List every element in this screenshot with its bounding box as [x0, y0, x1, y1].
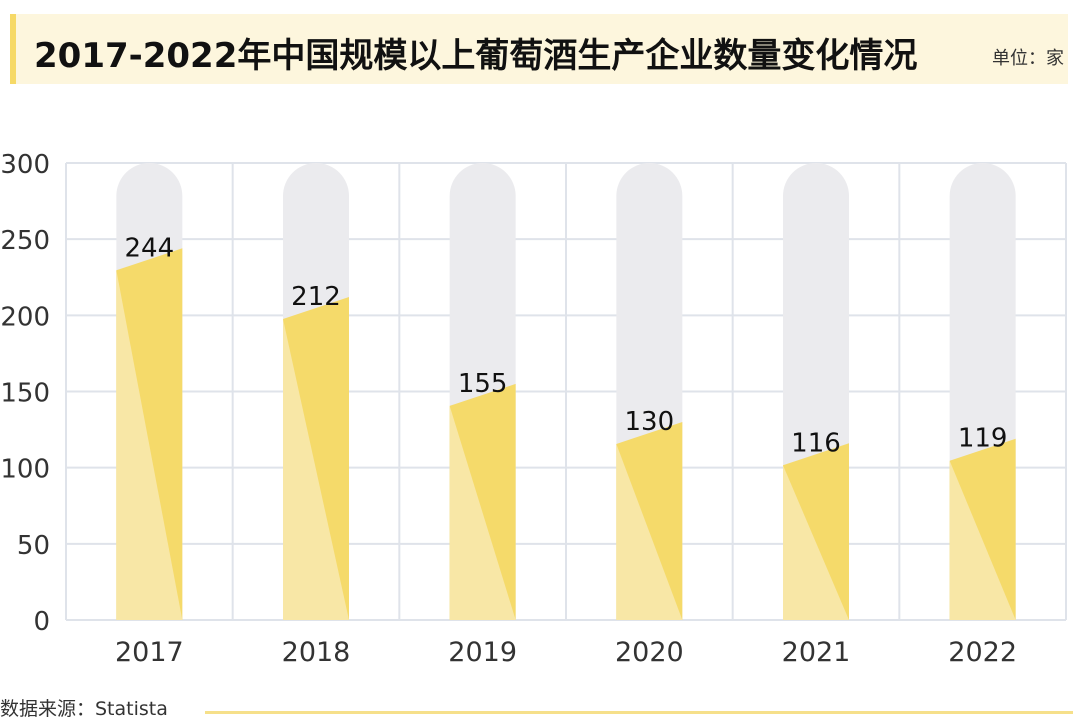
bar-facet — [116, 270, 183, 620]
x-tick-label: 2022 — [948, 637, 1017, 668]
y-tick-label: 0 — [33, 607, 50, 637]
y-tick-label: 200 — [0, 302, 50, 332]
y-tick-label: 50 — [17, 531, 50, 561]
data-label: 212 — [291, 282, 341, 312]
data-label: 130 — [625, 407, 675, 437]
data-label: 244 — [125, 233, 175, 263]
chart-title: 2017-2022年中国规模以上葡萄酒生产企业数量变化情况 — [34, 36, 918, 76]
y-tick-label: 100 — [0, 455, 50, 485]
x-tick-label: 2019 — [448, 637, 517, 668]
bar-facet — [283, 319, 349, 620]
x-tick-label: 2021 — [782, 637, 851, 668]
x-tick-label: 2017 — [115, 637, 184, 668]
bar-facet — [449, 405, 516, 620]
y-tick-label: 300 — [0, 150, 50, 180]
x-tick-label: 2020 — [615, 637, 684, 668]
bar-chart: 0 50 100 150 200 250 300 244 2017 212 2018 155 2019 1… — [0, 150, 1067, 668]
bar-facet — [949, 460, 1016, 620]
data-label: 119 — [958, 424, 1008, 454]
data-label: 116 — [791, 428, 841, 458]
x-tick-label: 2018 — [282, 637, 351, 668]
title-bar: 2017-2022年中国规模以上葡萄酒生产企业数量变化情况 单位：家 — [10, 14, 1068, 84]
bar-facet — [783, 465, 849, 620]
bar-facet — [616, 443, 683, 620]
title-accent-bar — [10, 14, 16, 84]
source-note: 数据来源：Statista — [0, 698, 168, 720]
source-divider — [205, 711, 1073, 714]
y-tick-label: 150 — [0, 379, 50, 409]
grid — [65, 162, 1067, 621]
y-tick-label: 250 — [0, 226, 50, 256]
data-label: 155 — [458, 369, 508, 399]
unit-label: 单位：家 — [992, 48, 1064, 69]
